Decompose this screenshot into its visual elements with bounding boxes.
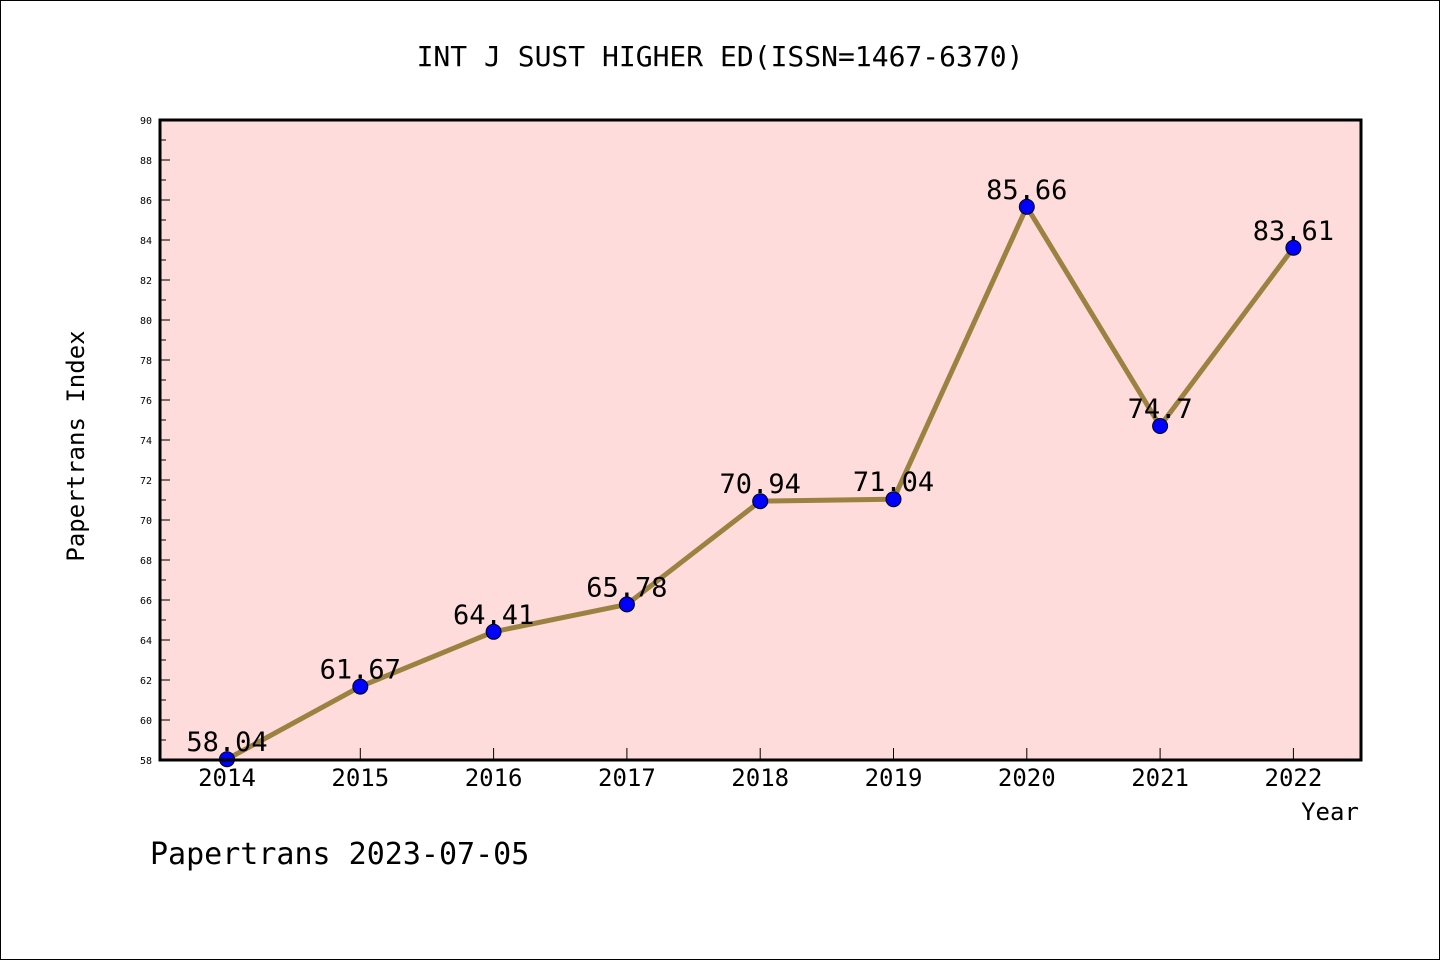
- y-tick-label: 90: [140, 116, 152, 127]
- data-point: [485, 623, 502, 640]
- y-tick-label: 76: [140, 396, 152, 407]
- x-tick-label: 2019: [865, 764, 923, 792]
- data-label: 83.61: [1253, 216, 1334, 247]
- y-tick-label: 78: [140, 356, 152, 367]
- y-tick-label: 64: [140, 636, 152, 647]
- x-tick-label: 2021: [1131, 764, 1189, 792]
- data-point: [1285, 239, 1302, 256]
- x-axis: 2014 2015 2016 2017 2018 2019 2020 2021 2022: [198, 748, 1322, 792]
- x-tick-label: 2016: [465, 764, 523, 792]
- x-tick-label: 2022: [1265, 764, 1323, 792]
- y-tick-label: 74: [140, 436, 152, 447]
- x-tick-label: 2020: [998, 764, 1056, 792]
- data-point: [1152, 418, 1169, 434]
- chart-title: INT J SUST HIGHER ED(ISSN=1467-6370): [417, 40, 1024, 73]
- y-tick-label: 84: [140, 236, 152, 247]
- y-tick-label: 80: [140, 316, 152, 327]
- plot-border: [158, 118, 1363, 762]
- x-tick-label: 2017: [598, 764, 656, 792]
- plot-area: [160, 120, 1361, 760]
- y-tick-label: 86: [140, 196, 152, 207]
- x-tick-label: 2018: [731, 764, 789, 792]
- y-tick-label: 60: [140, 716, 152, 727]
- y-tick-label: 88: [140, 156, 152, 167]
- y-tick-label: 70: [140, 516, 152, 527]
- data-label: 64.41: [453, 600, 534, 631]
- data-point: [885, 491, 902, 508]
- x-tick-label: 2015: [331, 764, 389, 792]
- y-tick-label: 66: [140, 596, 152, 607]
- y-tick-label: 72: [140, 476, 152, 487]
- data-label: 65.78: [586, 572, 667, 603]
- footer-watermark: Papertrans 2023-07-05: [150, 837, 529, 872]
- y-tick-label: 82: [140, 276, 152, 287]
- data-label: 85.66: [986, 175, 1067, 206]
- data-point: [618, 596, 635, 613]
- data-point: [1018, 198, 1035, 215]
- data-label: 61.67: [320, 655, 401, 686]
- data-label: 70.94: [720, 469, 801, 500]
- data-point: [752, 493, 769, 510]
- data-label: 71.04: [853, 467, 934, 498]
- series-markers: [219, 198, 1302, 768]
- x-axis-label: Year: [1301, 798, 1359, 826]
- data-label: 74.7: [1128, 394, 1193, 425]
- y-tick-label: 58: [140, 756, 152, 767]
- data-label: 58.04: [186, 727, 267, 758]
- y-tick-label: 68: [140, 556, 152, 567]
- data-labels: 58.04 61.67 64.41 65.78 70.94 71.04 85.66 74.7 8…: [186, 175, 1334, 758]
- data-point: [352, 678, 369, 695]
- x-tick-label: 2014: [198, 764, 256, 792]
- y-axis-label: Papertrans Index: [62, 330, 90, 561]
- y-tick-label: 62: [140, 676, 152, 687]
